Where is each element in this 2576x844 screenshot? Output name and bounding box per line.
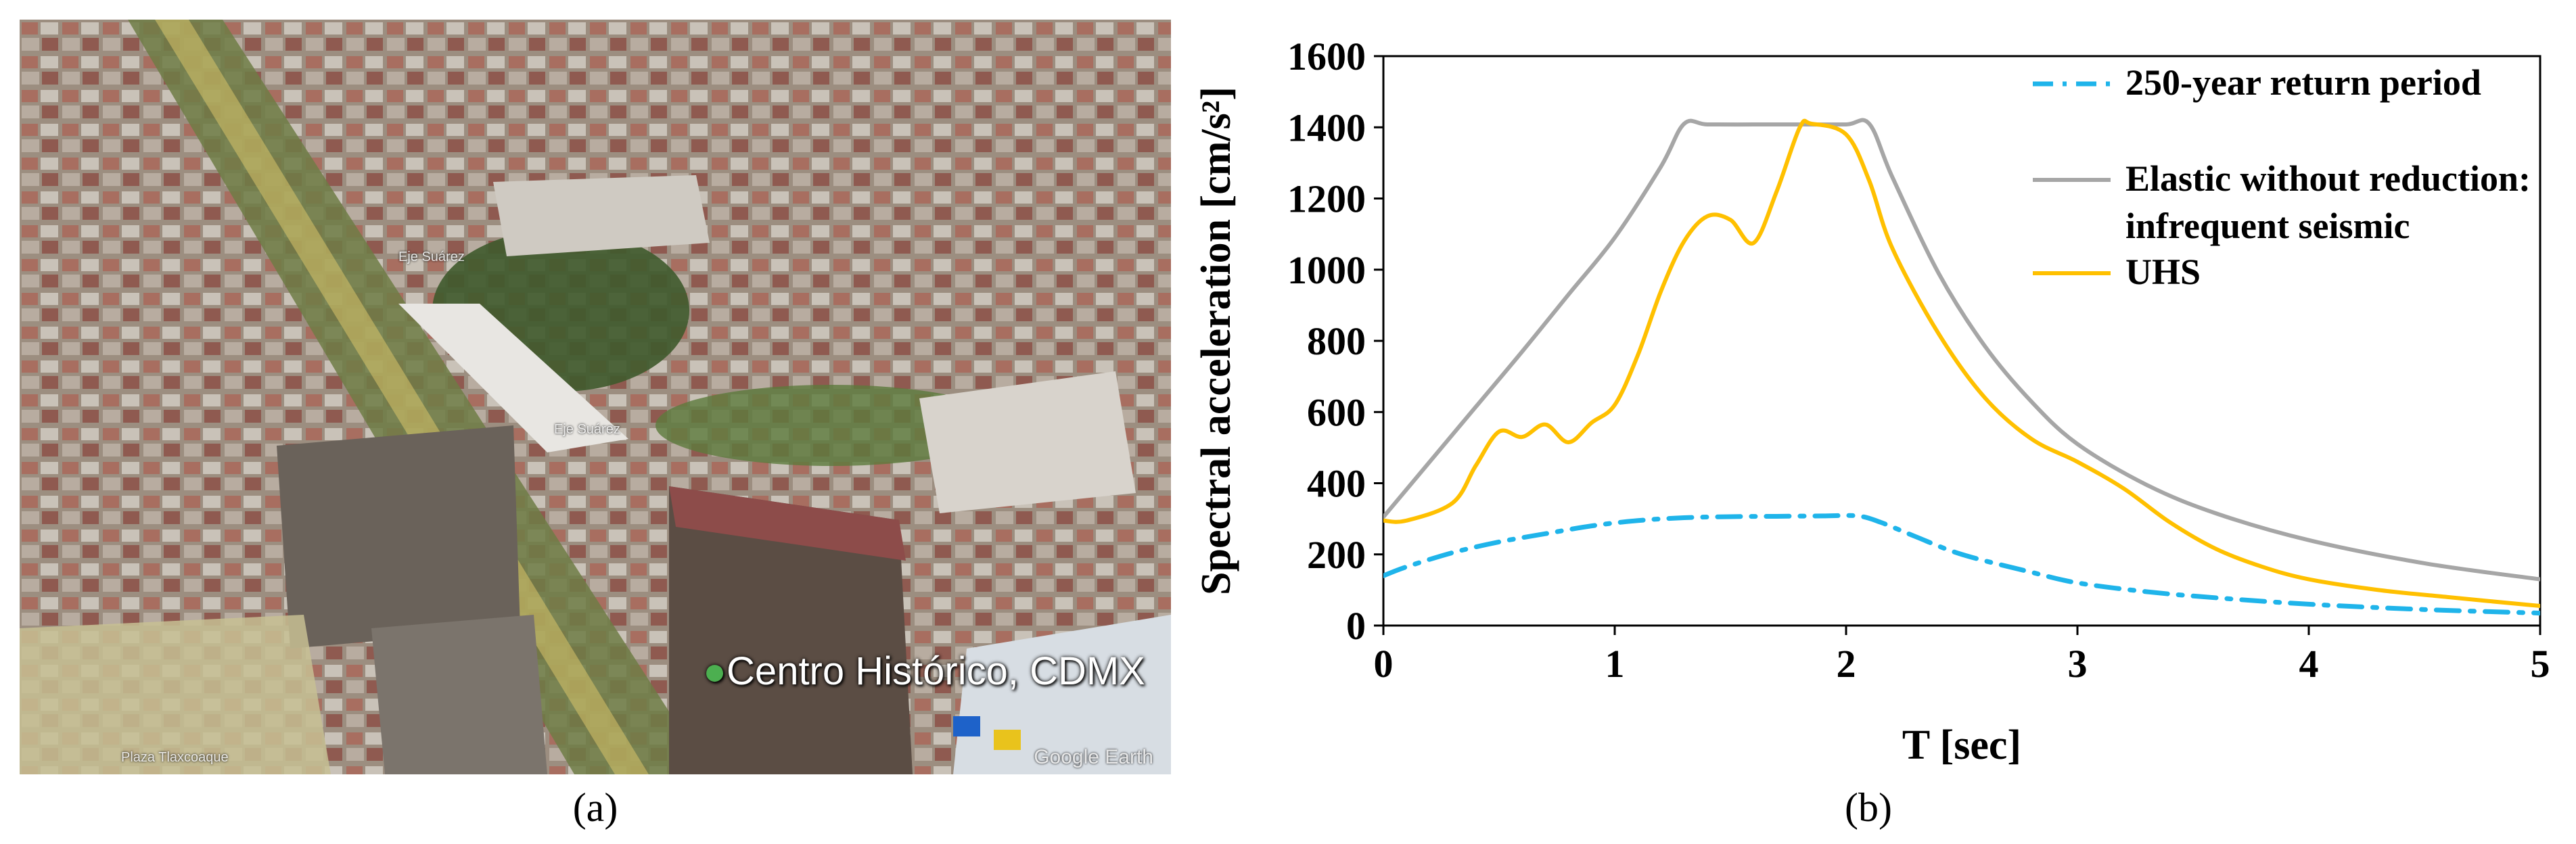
series-line-0 bbox=[1383, 513, 2540, 616]
location-pin-label: ●Centro Histórico, CDMX bbox=[703, 649, 1145, 694]
legend-label-1: infrequent seismic bbox=[2125, 206, 2410, 246]
aerial-photo: Eje Suárez Eje Suárez Plaza Tlaxcoaque ●… bbox=[20, 20, 1171, 774]
legend-label-1: Elastic without reduction: bbox=[2125, 158, 2531, 199]
location-name: Centro Histórico, CDMX bbox=[727, 649, 1145, 693]
caption-a: (a) bbox=[572, 785, 618, 830]
y-tick-label: 800 bbox=[1307, 319, 1366, 363]
y-tick-label: 1200 bbox=[1287, 177, 1366, 221]
place-label-1: Eje Suárez bbox=[398, 250, 465, 264]
caption-b: (b) bbox=[1845, 785, 1892, 830]
watermark: Google Earth bbox=[1034, 746, 1153, 768]
y-tick-label: 200 bbox=[1307, 533, 1366, 577]
x-tick-label: 4 bbox=[2299, 642, 2319, 686]
x-tick-label: 0 bbox=[1374, 642, 1394, 686]
place-label-3: Plaza Tlaxcoaque bbox=[121, 750, 229, 765]
y-axis-title: Spectral acceleration [cm/s²] bbox=[1193, 87, 1239, 595]
x-axis-title: T [sec] bbox=[1902, 722, 2021, 768]
aerial-photo-drawing bbox=[20, 20, 1171, 774]
y-tick-label: 0 bbox=[1346, 604, 1366, 648]
series-line-1 bbox=[1383, 118, 2540, 582]
y-tick-label: 1600 bbox=[1287, 34, 1366, 78]
legend-label-2: UHS bbox=[2125, 252, 2201, 292]
plot-frame bbox=[1382, 55, 2542, 627]
series-line-2 bbox=[1383, 118, 2540, 609]
y-tick-label: 600 bbox=[1307, 390, 1366, 434]
y-tick-label: 1400 bbox=[1287, 106, 1366, 149]
x-tick-label: 3 bbox=[2068, 642, 2088, 686]
x-tick-label: 1 bbox=[1605, 642, 1625, 686]
place-label-2: Eje Suárez bbox=[554, 422, 620, 437]
map-pin-icon: ● bbox=[703, 649, 727, 693]
y-tick-label: 1000 bbox=[1287, 248, 1366, 292]
x-tick-label: 5 bbox=[2531, 642, 2550, 686]
y-tick-label: 400 bbox=[1307, 462, 1366, 506]
x-tick-label: 2 bbox=[1837, 642, 1856, 686]
legend-label-0: 250-year return period bbox=[2125, 62, 2481, 103]
